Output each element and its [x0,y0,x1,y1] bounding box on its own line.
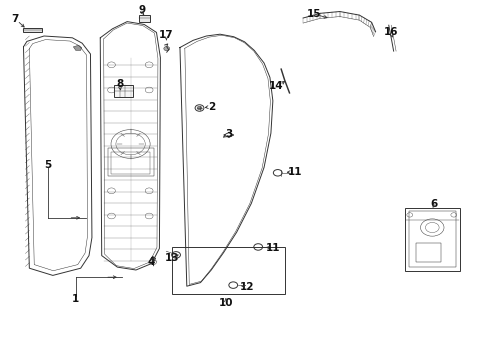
Text: 1: 1 [72,294,79,304]
Text: 5: 5 [44,160,51,170]
Bar [107,148,154,176]
Text: 2: 2 [208,102,215,112]
Text: 10: 10 [218,298,233,309]
Text: 11: 11 [265,243,280,253]
Bar [408,211,455,267]
Bar [415,243,440,262]
Text: 11: 11 [287,167,302,177]
Text: 17: 17 [159,30,173,40]
Bar [114,85,133,97]
Bar [139,15,150,22]
Text: 14: 14 [268,81,283,91]
Polygon shape [73,45,81,50]
Text: 3: 3 [225,129,232,139]
Text: 13: 13 [164,253,179,263]
Bar [23,28,42,32]
Text: 12: 12 [240,282,254,292]
Text: 9: 9 [138,5,145,15]
Bar [172,247,284,294]
Text: 4: 4 [147,257,155,267]
Text: 6: 6 [430,199,437,210]
Text: 7: 7 [11,14,19,24]
Text: 15: 15 [306,9,321,19]
Circle shape [197,106,202,110]
Bar [404,208,459,271]
Text: 16: 16 [383,27,398,37]
Circle shape [163,46,169,51]
Text: 8: 8 [116,79,123,89]
Bar [111,152,149,174]
